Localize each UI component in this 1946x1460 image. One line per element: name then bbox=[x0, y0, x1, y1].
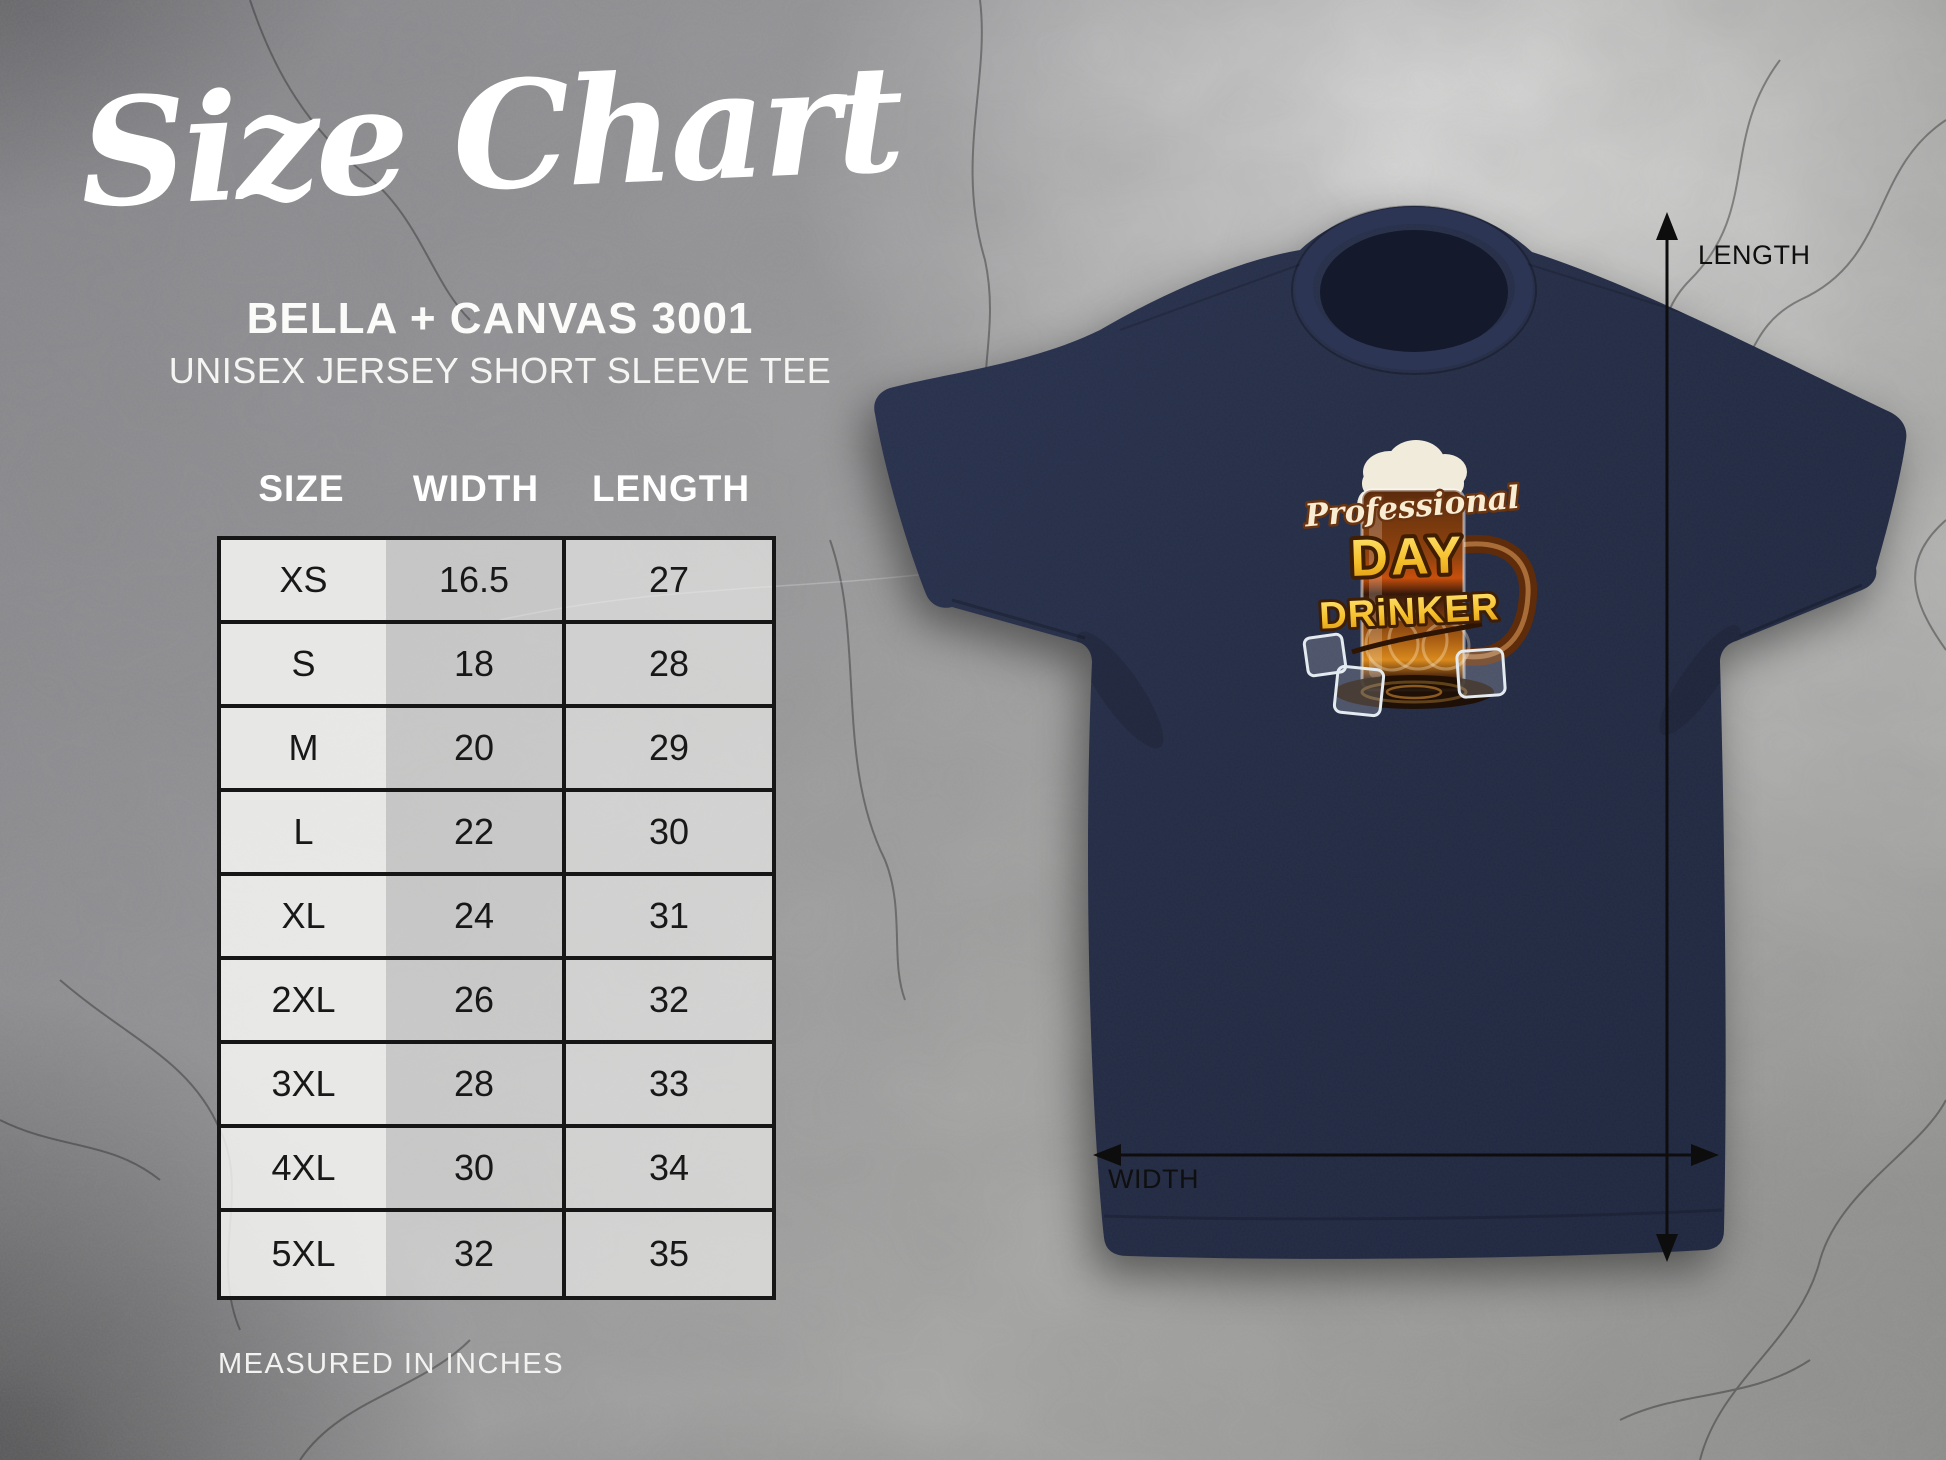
product-type: UNISEX JERSEY SHORT SLEEVE TEE bbox=[168, 350, 832, 391]
table-row: M 20 29 bbox=[221, 708, 772, 792]
length-label: LENGTH bbox=[1698, 240, 1811, 270]
cell-size: 2XL bbox=[221, 960, 386, 1040]
table-row: L 22 30 bbox=[221, 792, 772, 876]
glass-shine bbox=[1369, 498, 1382, 678]
size-table: XS 16.5 27 S 18 28 M 20 29 L 22 30 XL 24… bbox=[217, 536, 776, 1300]
cell-length: 35 bbox=[566, 1212, 772, 1296]
cell-size: 3XL bbox=[221, 1044, 386, 1124]
table-row: XL 24 31 bbox=[221, 876, 772, 960]
table-row: 4XL 30 34 bbox=[221, 1128, 772, 1212]
cell-size: L bbox=[221, 792, 386, 872]
cell-width: 22 bbox=[386, 792, 566, 872]
shoulder-seam bbox=[1520, 261, 1701, 319]
tshirt-image bbox=[874, 205, 1907, 1259]
mug-base bbox=[1334, 675, 1494, 709]
width-label: WIDTH bbox=[1108, 1164, 1199, 1194]
table-row: XS 16.5 27 bbox=[221, 540, 772, 624]
cell-size: 5XL bbox=[221, 1212, 386, 1296]
product-name: BELLA + CANVAS 3001 bbox=[246, 294, 754, 343]
graphic-text-drinker: DRiNKER bbox=[1318, 586, 1500, 637]
measured-in-inches-note: MEASURED IN INCHES bbox=[218, 1348, 565, 1380]
sleeve-stitch bbox=[951, 598, 1086, 640]
collar-seam bbox=[1291, 205, 1537, 375]
width-arrow bbox=[1093, 1144, 1719, 1166]
cell-length: 28 bbox=[566, 624, 772, 704]
table-row: 3XL 28 33 bbox=[221, 1044, 772, 1128]
cell-width: 24 bbox=[386, 876, 566, 956]
table-row: S 18 28 bbox=[221, 624, 772, 708]
cell-length: 29 bbox=[566, 708, 772, 788]
column-header-length: LENGTH bbox=[591, 468, 751, 509]
cell-width: 18 bbox=[386, 624, 566, 704]
cell-length: 30 bbox=[566, 792, 772, 872]
cell-length: 27 bbox=[566, 540, 772, 620]
column-header-size: SIZE bbox=[258, 468, 345, 509]
table-header-row: SIZE WIDTH LENGTH bbox=[217, 468, 776, 510]
table-row: 5XL 32 35 bbox=[221, 1212, 772, 1296]
ice-cubes bbox=[1302, 632, 1507, 718]
graphic-text-day: DAY bbox=[1349, 526, 1465, 588]
cell-length: 34 bbox=[566, 1128, 772, 1208]
hem-stitch bbox=[1103, 1208, 1723, 1221]
fold-shadow bbox=[1076, 631, 1164, 749]
cell-width: 20 bbox=[386, 708, 566, 788]
cell-width: 28 bbox=[386, 1044, 566, 1124]
cell-width: 30 bbox=[386, 1128, 566, 1208]
mug-base-ring bbox=[1385, 684, 1443, 700]
shoulder-seam bbox=[1119, 261, 1308, 331]
mug-base-ring bbox=[1360, 680, 1468, 704]
collar-rib bbox=[1295, 206, 1533, 370]
cell-size: M bbox=[221, 708, 386, 788]
sleeve-stitch bbox=[1739, 583, 1863, 638]
collar-opening bbox=[1320, 230, 1508, 354]
underline-swoosh bbox=[1351, 621, 1483, 655]
mug-handle-highlight bbox=[1457, 541, 1531, 660]
cell-width: 26 bbox=[386, 960, 566, 1040]
cell-size: 4XL bbox=[221, 1128, 386, 1208]
cell-size: S bbox=[221, 624, 386, 704]
fold-shadow bbox=[1659, 624, 1741, 736]
cell-length: 33 bbox=[566, 1044, 772, 1124]
cell-width: 32 bbox=[386, 1212, 566, 1296]
cell-length: 31 bbox=[566, 876, 772, 956]
cell-size: XS bbox=[221, 540, 386, 620]
cell-size: XL bbox=[221, 876, 386, 956]
table-row: 2XL 26 32 bbox=[221, 960, 772, 1044]
cell-width: 16.5 bbox=[386, 540, 566, 620]
column-header-width: WIDTH bbox=[412, 468, 540, 509]
cell-length: 32 bbox=[566, 960, 772, 1040]
length-arrow bbox=[1656, 212, 1678, 1262]
